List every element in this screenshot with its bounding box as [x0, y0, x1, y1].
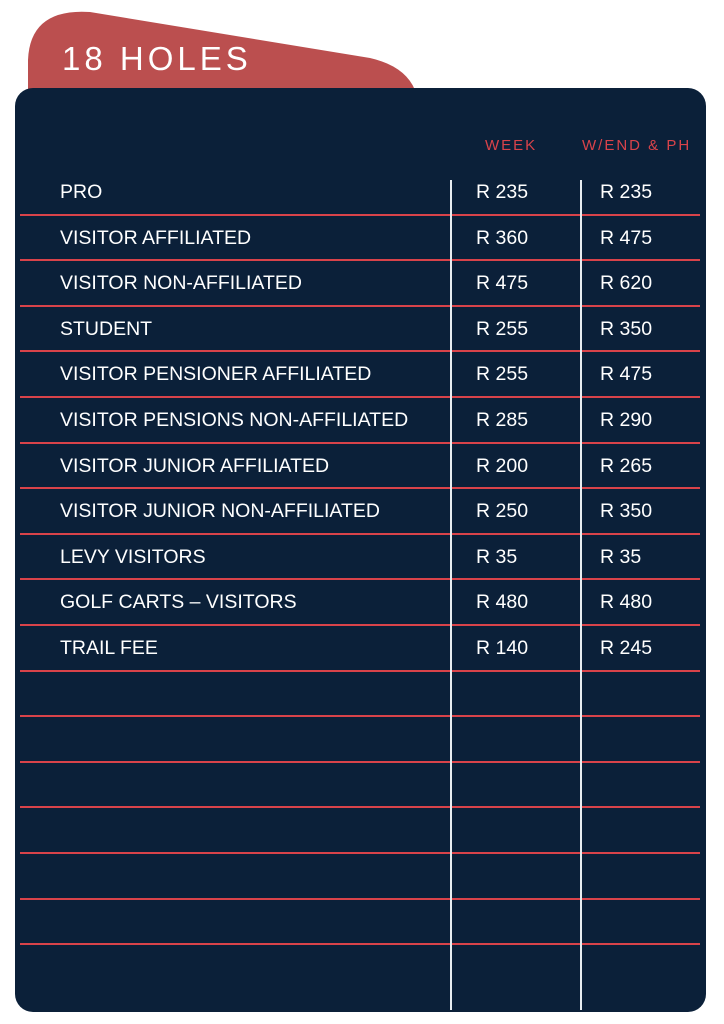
row-label: VISITOR AFFILIATED [60, 226, 252, 249]
row-label: VISITOR PENSIONER AFFILIATED [60, 363, 372, 386]
week-price: R 255 [476, 363, 529, 386]
table-row: VISITOR PENSIONER AFFILIATED R 255 R 475 [20, 352, 700, 398]
table-row: VISITOR JUNIOR NON-AFFILIATED R 250 R 350 [20, 489, 700, 535]
weekend-price: R 475 [600, 363, 653, 386]
empty-row [20, 763, 700, 809]
empty-row [20, 854, 700, 900]
weekend-price: R 475 [600, 226, 653, 249]
row-label: STUDENT [60, 317, 153, 340]
row-label: GOLF CARTS – VISITORS [60, 591, 297, 614]
price-table: WEEK W/END & PH PRO R 235 R 235 VISITOR AFF… [15, 88, 706, 1012]
week-price: R 360 [476, 226, 529, 249]
weekend-price: R 290 [600, 408, 653, 431]
week-price: R 475 [476, 272, 529, 295]
table-row: LEVY VISITORS R 35 R 35 [20, 535, 700, 581]
week-price: R 35 [476, 545, 518, 568]
week-price: R 200 [476, 454, 529, 477]
empty-row [20, 900, 700, 946]
column-divider [580, 180, 582, 1010]
week-price: R 235 [476, 181, 529, 203]
week-price: R 250 [476, 500, 529, 523]
week-price: R 255 [476, 317, 529, 340]
empty-row [20, 808, 700, 854]
weekend-price: R 35 [600, 545, 642, 568]
table-rows: PRO R 235 R 235 VISITOR AFFILIATED R 360 R 47… [15, 170, 706, 946]
table-row: TRAIL FEE R 140 R 245 [20, 626, 700, 672]
weekend-price: R 350 [600, 500, 653, 523]
header-weekend: W/END & PH [582, 137, 692, 154]
week-price: R 140 [476, 636, 529, 659]
row-label: VISITOR NON-AFFILIATED [60, 272, 302, 295]
weekend-price: R 620 [600, 272, 653, 295]
column-divider [450, 180, 452, 1010]
weekend-price: R 350 [600, 317, 653, 340]
table-row: GOLF CARTS – VISITORS R 480 R 480 [20, 580, 700, 626]
table-row: VISITOR NON-AFFILIATED R 475 R 620 [20, 261, 700, 307]
table-row: STUDENT R 255 R 350 [20, 307, 700, 353]
weekend-price: R 480 [600, 591, 653, 614]
header-week: WEEK [485, 137, 538, 154]
weekend-price: R 245 [600, 636, 653, 659]
empty-row [20, 717, 700, 763]
weekend-price: R 265 [600, 454, 653, 477]
table-row: VISITOR AFFILIATED R 360 R 475 [20, 216, 700, 262]
row-label: LEVY VISITORS [60, 545, 206, 568]
table-row: VISITOR JUNIOR AFFILIATED R 200 R 265 [20, 444, 700, 490]
weekend-price: R 235 [600, 181, 653, 203]
week-price: R 480 [476, 591, 529, 614]
row-label: VISITOR JUNIOR NON-AFFILIATED [60, 500, 380, 523]
title-tab [28, 11, 415, 90]
page-title: 18 HOLES [62, 40, 252, 77]
table-row: PRO R 235 R 235 [20, 170, 700, 216]
table-row: VISITOR PENSIONS NON-AFFILIATED R 285 R 29… [20, 398, 700, 444]
empty-row [20, 672, 700, 718]
week-price: R 285 [476, 408, 529, 431]
row-label: VISITOR PENSIONS NON-AFFILIATED [60, 408, 409, 431]
row-label: VISITOR JUNIOR AFFILIATED [60, 454, 330, 477]
row-label: PRO [60, 181, 103, 203]
row-label: TRAIL FEE [60, 636, 158, 659]
